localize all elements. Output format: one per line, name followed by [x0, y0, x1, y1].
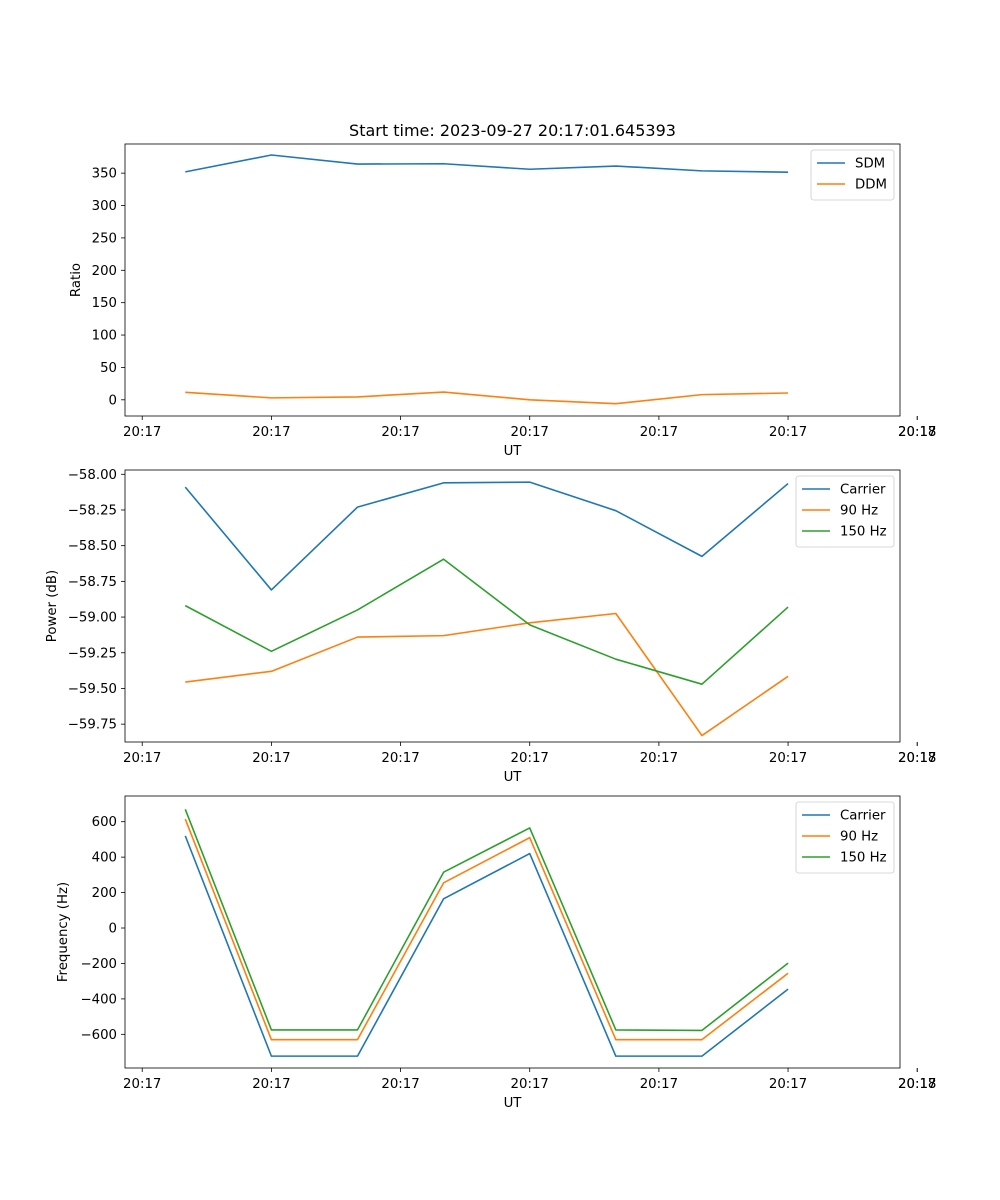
plot-frame [124, 143, 901, 417]
y-tick-label: 0 [109, 393, 117, 408]
legend: SDM DDM [810, 149, 895, 201]
series-line-90-hz [185, 612, 789, 737]
legend-label: Carrier [840, 483, 886, 498]
x-tick-label: 20:17 [252, 751, 290, 766]
y-tick-label: −58.50 [68, 539, 117, 554]
x-tick-label: 20:17 [640, 1077, 678, 1092]
x-tick-label: 20:17 [381, 751, 419, 766]
x-tick-label: 20:17 [640, 425, 678, 440]
x-axis-label: UT [504, 444, 523, 459]
x-tick-label: 20:17 [381, 1077, 419, 1092]
series-line-carrier [184, 481, 789, 591]
y-tick-label: 50 [100, 361, 117, 376]
legend: Carrier 90 Hz 150 Hz [795, 475, 895, 548]
legend-label: 90 Hz [840, 830, 878, 845]
x-tick-label: 20:17 [252, 425, 290, 440]
series-line-90-hz [184, 818, 789, 1041]
series-line-150-hz [184, 808, 789, 1032]
x-tick-label: 20:17 [511, 1077, 549, 1092]
series-line-150-hz [184, 558, 789, 685]
y-tick-label: 200 [92, 264, 117, 279]
legend-label: DDM [855, 178, 887, 193]
x-tick-label: 20:17 [769, 1077, 807, 1092]
x-tick-label: 20:17 [898, 425, 936, 440]
x-tick-label: 20:17 [640, 751, 678, 766]
y-tick-label: 400 [92, 851, 117, 866]
x-tick-label: 20:17 [381, 425, 419, 440]
x-tick-label: 20:17 [123, 425, 161, 440]
plot-frame [124, 469, 901, 743]
legend-label: SDM [855, 157, 885, 172]
x-tick-label: 20:18 [898, 751, 936, 766]
y-tick-label: 150 [92, 296, 117, 311]
legend-label: Carrier [840, 809, 886, 824]
series-line-ddm [185, 391, 789, 405]
x-tick-label: 20:17 [898, 751, 936, 766]
x-tick-label: 20:17 [123, 1077, 161, 1092]
y-axis-label: Frequency (Hz) [56, 882, 71, 982]
x-tick-label: 20:17 [511, 425, 549, 440]
legend-label: 150 Hz [840, 525, 887, 540]
y-tick-label: 350 [92, 167, 117, 182]
y-tick-label: 100 [92, 329, 117, 344]
x-axis-label: UT [504, 770, 523, 785]
series-line-sdm [185, 154, 789, 173]
y-tick-label: −58.00 [68, 468, 117, 483]
y-tick-label: −600 [80, 1028, 117, 1043]
x-tick-label: 20:17 [252, 1077, 290, 1092]
legend-label: 90 Hz [840, 504, 878, 519]
y-tick-label: −200 [80, 957, 117, 972]
y-tick-label: 600 [92, 815, 117, 830]
y-tick-label: 300 [92, 199, 117, 214]
x-tick-label: 20:17 [769, 751, 807, 766]
y-tick-label: −58.75 [68, 575, 117, 590]
y-axis-label: Power (dB) [45, 570, 60, 642]
x-tick-label: 20:18 [898, 1077, 936, 1092]
legend: Carrier 90 Hz 150 Hz [795, 801, 895, 874]
y-tick-label: −58.25 [68, 503, 117, 518]
chart-panel-1: Start time: 2023-09-27 20:17:01.645393 20… [69, 121, 936, 459]
legend-box [795, 801, 895, 874]
y-tick-label: 250 [92, 231, 117, 246]
x-tick-label: 20:17 [898, 1077, 936, 1092]
chart-title: Start time: 2023-09-27 20:17:01.645393 [349, 121, 676, 140]
y-tick-label: −59.75 [68, 718, 117, 733]
y-tick-label: −59.00 [68, 611, 117, 626]
legend-box [795, 475, 895, 548]
y-tick-label: 200 [92, 886, 117, 901]
plot-frame [124, 795, 901, 1069]
y-axis-label: Ratio [69, 263, 84, 297]
x-tick-label: 20:18 [898, 425, 936, 440]
x-tick-label: 20:17 [123, 751, 161, 766]
series-line-carrier [184, 835, 789, 1057]
x-tick-label: 20:17 [511, 751, 549, 766]
chart-panel-2: 20:17 20:17 20:17 20:17 20:17 20:17 20:1720:18… [45, 468, 936, 785]
y-tick-label: −59.25 [68, 646, 117, 661]
chart-panel-3: 20:17 20:17 20:17 20:17 20:17 20:17 20:1720:18… [56, 795, 936, 1111]
y-tick-label: −59.50 [68, 682, 117, 697]
y-tick-label: 0 [109, 922, 117, 937]
x-axis-label: UT [504, 1096, 523, 1111]
x-tick-label: 20:17 [769, 425, 807, 440]
y-tick-label: −400 [80, 992, 117, 1007]
legend-label: 150 Hz [840, 851, 887, 866]
